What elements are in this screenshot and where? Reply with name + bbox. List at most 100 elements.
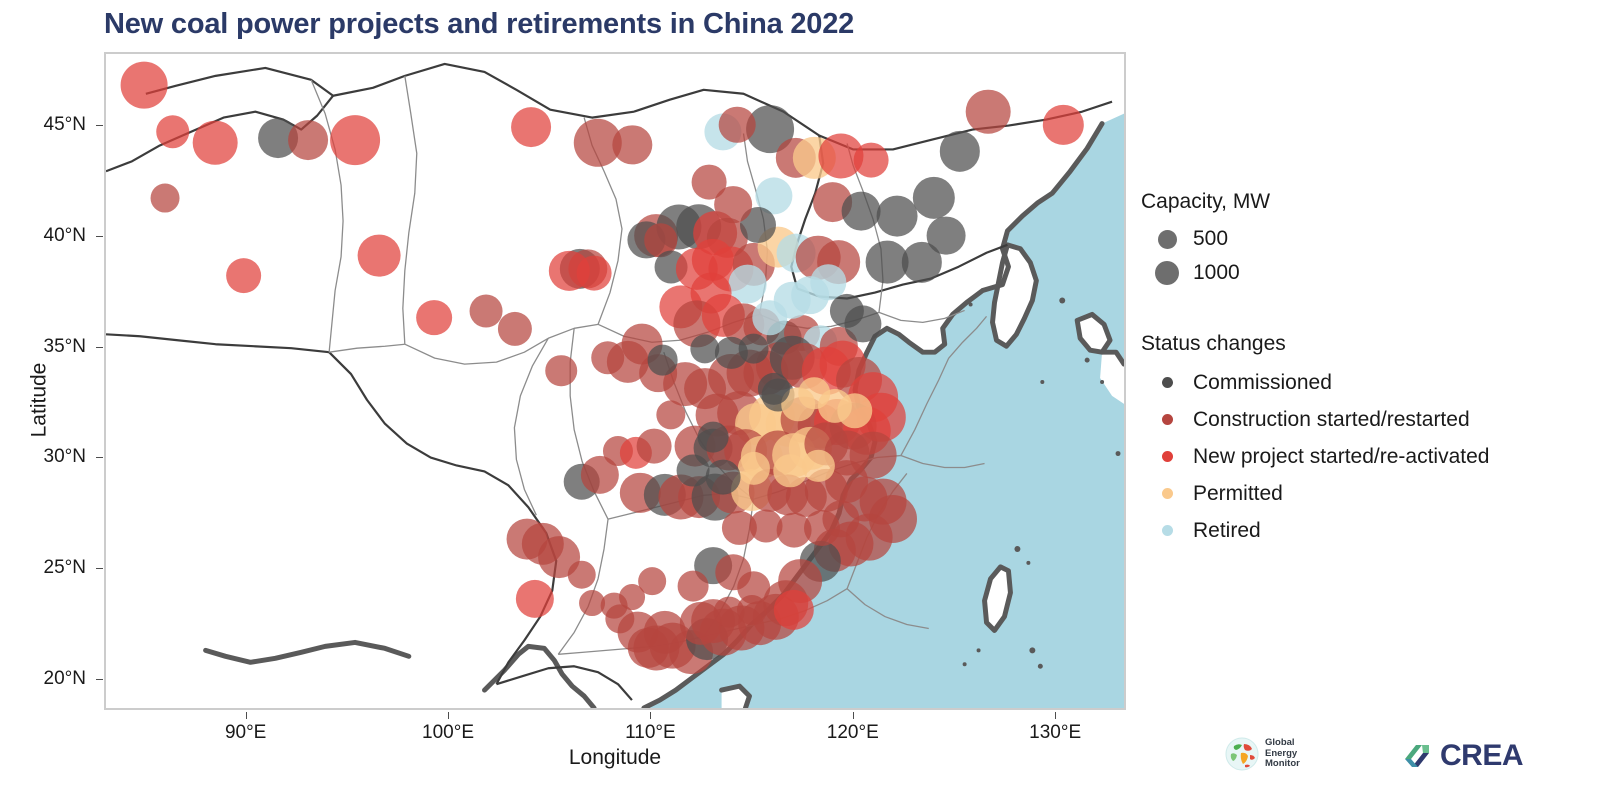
x-tick-label: 120°E — [826, 722, 879, 743]
crea-wordmark: CREA — [1440, 739, 1524, 772]
scatter-point — [357, 234, 401, 278]
capacity-legend-row: 1000 — [1141, 256, 1581, 290]
status-legend-label: Commissioned — [1193, 370, 1332, 394]
y-tick-mark — [96, 678, 103, 680]
status-legend-row[interactable]: Construction started/restarted — [1141, 401, 1581, 438]
scatter-point — [637, 428, 672, 464]
scatter-point — [736, 595, 767, 626]
status-legend-dot — [1141, 377, 1193, 388]
status-legend-dot — [1141, 525, 1193, 536]
x-tick-mark — [650, 712, 652, 719]
scatter-point — [757, 372, 790, 405]
scatter-point — [939, 131, 981, 172]
capacity-legend-dot — [1141, 229, 1193, 249]
y-tick-label: 30°N — [43, 446, 86, 468]
scatter-point — [822, 500, 860, 538]
scatter-point — [591, 340, 625, 375]
scatter-point — [876, 195, 918, 237]
scatter-point — [612, 125, 652, 165]
y-tick-mark — [96, 457, 103, 459]
status-legend-label: New project started/re-activated — [1193, 444, 1490, 468]
scatter-point — [719, 106, 756, 144]
capacity-legend-dot — [1141, 261, 1193, 285]
scatter-point — [677, 570, 709, 602]
x-axis-title: Longitude — [568, 746, 662, 769]
scatter-point — [737, 452, 770, 485]
scatter-point — [470, 294, 503, 328]
scatter-point — [829, 293, 864, 329]
scatter-point — [697, 421, 729, 453]
x-tick-label: 90°E — [224, 722, 267, 743]
crea-logo[interactable]: CREA — [1400, 739, 1524, 773]
scatter-point — [841, 191, 881, 231]
capacity-legend-title: Capacity, MW — [1141, 190, 1271, 213]
capacity-legend-row: 500 — [1141, 222, 1581, 256]
scatter-point — [1043, 104, 1084, 146]
scatter-point — [580, 455, 619, 495]
scatter-point — [225, 257, 262, 294]
y-tick-mark — [96, 346, 103, 348]
scatter-point — [288, 120, 329, 161]
capacity-legend-label: 1000 — [1193, 261, 1240, 284]
y-tick-label: 35°N — [43, 335, 86, 357]
scatter-point — [773, 589, 815, 631]
scatter-point — [497, 311, 532, 346]
x-tick-mark — [448, 712, 450, 719]
status-legend-label: Retired — [1193, 518, 1261, 542]
scatter-point — [714, 185, 753, 224]
status-legend-row[interactable]: Retired — [1141, 512, 1581, 549]
scatter-point — [156, 114, 190, 149]
status-legend-row[interactable]: Permitted — [1141, 475, 1581, 512]
scatter-point — [773, 453, 807, 488]
scatter-point — [578, 590, 605, 617]
scatter-point — [567, 560, 596, 589]
status-legend-dot — [1141, 488, 1193, 499]
scatter-point — [192, 120, 238, 165]
crea-mark-icon — [1405, 745, 1429, 767]
x-tick-label: 100°E — [422, 722, 475, 743]
scatter-point — [150, 183, 180, 213]
scatter-point — [121, 61, 168, 109]
status-legend-dot — [1141, 451, 1193, 462]
scatter-point — [628, 627, 669, 668]
gem-wordmark: Global Energy Monitor — [1265, 738, 1300, 770]
status-legend-row[interactable]: New project started/re-activated — [1141, 438, 1581, 475]
scatter-point — [705, 459, 741, 495]
scatter-points-layer — [106, 54, 1124, 708]
gem-line-1: Global — [1265, 737, 1295, 749]
map-plot-panel[interactable] — [104, 52, 1126, 710]
scatter-point — [676, 454, 710, 487]
x-tick-mark — [852, 712, 854, 719]
y-tick-label: 40°N — [43, 224, 86, 246]
y-tick-mark — [96, 235, 103, 237]
scatter-point — [690, 334, 720, 364]
footer-logos: Global Energy Monitor CREA — [1220, 735, 1590, 787]
capacity-size-legend: Capacity, MW 500 1000 — [1141, 190, 1581, 290]
x-tick-mark — [245, 712, 247, 719]
scatter-point — [837, 392, 873, 429]
scatter-point — [853, 142, 889, 178]
status-legend-title: Status changes — [1141, 332, 1286, 355]
scatter-point — [926, 216, 966, 256]
y-tick-label: 25°N — [43, 557, 86, 579]
global-energy-monitor-logo[interactable]: Global Energy Monitor — [1225, 737, 1300, 771]
gem-line-2: Energy — [1265, 747, 1298, 759]
scatter-point — [515, 579, 555, 619]
scatter-point — [511, 107, 551, 148]
capacity-legend-label: 500 — [1193, 227, 1229, 250]
scatter-point — [576, 255, 612, 291]
x-tick-label: 110°E — [625, 722, 676, 743]
scatter-point — [738, 333, 769, 365]
y-axis-title: Latitude — [27, 362, 51, 438]
scatter-point — [647, 344, 678, 376]
y-tick-mark — [96, 568, 103, 570]
scatter-point — [545, 355, 578, 387]
scatter-point — [619, 583, 646, 610]
scatter-point — [752, 299, 788, 336]
gem-line-3: Monitor — [1265, 758, 1300, 770]
scatter-point — [802, 449, 835, 483]
scatter-point — [966, 89, 1011, 134]
scatter-point — [415, 299, 452, 336]
status-legend-dot — [1141, 414, 1193, 425]
status-legend-row[interactable]: Commissioned — [1141, 364, 1581, 401]
